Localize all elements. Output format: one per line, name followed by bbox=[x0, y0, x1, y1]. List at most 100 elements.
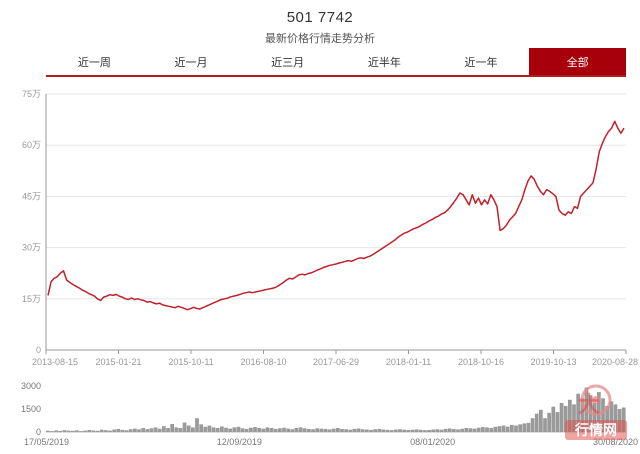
tab-one-year[interactable]: 近一年 bbox=[464, 56, 498, 69]
volume-bar bbox=[481, 427, 485, 432]
volume-bar bbox=[207, 425, 212, 432]
volume-bar bbox=[215, 428, 220, 432]
volume-bar bbox=[563, 405, 568, 432]
volume-bar bbox=[518, 424, 523, 432]
volume-bar bbox=[505, 426, 510, 432]
volume-bar bbox=[282, 427, 286, 432]
price-line-chart: 0 15万 30万 45万 60万 75万 2013-08-15 2015-01-21 2015… bbox=[22, 89, 638, 367]
daxinqing-logo-icon: 大 行情网 bbox=[565, 384, 627, 440]
volume-bar bbox=[365, 429, 369, 432]
volume-bar bbox=[402, 429, 407, 432]
tab-one-month[interactable]: 近一月 bbox=[174, 56, 208, 69]
volume-bar bbox=[406, 430, 411, 432]
volume-bar bbox=[472, 428, 477, 432]
x-tick-label: 2017-06-29 bbox=[313, 357, 359, 367]
tab-all[interactable]: 全部 bbox=[529, 48, 627, 75]
volume-bar bbox=[501, 425, 506, 432]
volume-bar bbox=[340, 428, 344, 432]
volume-bar bbox=[133, 428, 137, 432]
volume-bar bbox=[621, 407, 626, 432]
range-tabs: 近一周 近一月 近三月 近半年 近一年 全部 bbox=[46, 48, 627, 77]
volume-bar bbox=[307, 428, 311, 432]
volume-bar bbox=[601, 398, 605, 432]
volume-bar bbox=[344, 429, 349, 432]
volume-bar bbox=[568, 399, 572, 432]
volume-bar bbox=[576, 393, 581, 432]
volume-bar bbox=[83, 430, 88, 432]
volume-bar bbox=[551, 406, 556, 432]
page-subtitle: 最新价格行情走势分析 bbox=[265, 33, 375, 45]
volume-bar bbox=[211, 427, 216, 432]
volume-bar bbox=[464, 428, 469, 432]
volume-bar bbox=[278, 428, 282, 432]
volume-bar bbox=[236, 426, 241, 432]
volume-bar bbox=[522, 423, 527, 432]
volume-bar bbox=[58, 430, 63, 432]
volume-bar bbox=[99, 429, 104, 432]
volume-bar bbox=[539, 409, 543, 432]
volume-bar bbox=[182, 422, 187, 432]
vol-y-tick-label: 0 bbox=[36, 427, 41, 437]
volume-bar bbox=[530, 418, 535, 432]
volume-bar bbox=[493, 426, 498, 432]
tab-half-year[interactable]: 近半年 bbox=[367, 56, 401, 69]
volume-bar bbox=[423, 430, 427, 432]
volume-bar bbox=[95, 430, 100, 432]
volume-bar bbox=[414, 429, 419, 432]
volume-bar bbox=[435, 429, 440, 432]
volume-bar bbox=[389, 430, 394, 432]
volume-bar bbox=[240, 428, 245, 432]
price-series-line bbox=[47, 120, 625, 311]
volume-bar bbox=[265, 427, 270, 432]
volume-bar bbox=[112, 429, 117, 432]
volume-bar bbox=[116, 428, 121, 432]
volume-bar bbox=[46, 430, 50, 432]
volume-bar bbox=[120, 429, 125, 432]
volume-bar bbox=[439, 429, 444, 432]
volume-bar bbox=[170, 424, 175, 432]
tab-one-week[interactable]: 近一周 bbox=[77, 56, 111, 69]
volume-bar bbox=[377, 428, 382, 432]
volume-bar bbox=[137, 429, 141, 432]
volume-bar bbox=[360, 429, 365, 432]
volume-bar bbox=[547, 412, 552, 432]
volume-bar bbox=[186, 425, 191, 432]
volume-bar bbox=[178, 428, 183, 432]
volume-bar bbox=[559, 402, 564, 432]
y-tick-label: 15万 bbox=[22, 294, 41, 304]
x-tick-label: 2013-08-15 bbox=[32, 357, 78, 367]
volume-bar bbox=[269, 428, 274, 432]
page-title: 501 7742 bbox=[286, 9, 354, 26]
volume-bar bbox=[381, 429, 386, 432]
volume-bar bbox=[352, 428, 357, 432]
x-tick-label: 2016-08-10 bbox=[240, 357, 286, 367]
volume-bar bbox=[555, 412, 560, 432]
volume-bar bbox=[476, 427, 481, 432]
volume-bar bbox=[79, 431, 83, 432]
volume-bar bbox=[323, 428, 328, 432]
volume-bar bbox=[431, 429, 436, 432]
volume-bar bbox=[273, 428, 278, 432]
x-tick-label: 2015-10-11 bbox=[168, 357, 213, 367]
volume-bar bbox=[526, 422, 531, 432]
volume-bar bbox=[153, 427, 158, 432]
volume-bar bbox=[443, 428, 448, 432]
volume-bar bbox=[369, 429, 373, 432]
volume-bar bbox=[253, 427, 257, 432]
volume-bar bbox=[228, 428, 233, 432]
vol-x-tick-label: 08/01/2020 bbox=[410, 437, 455, 447]
volume-bar bbox=[580, 398, 585, 432]
volume-bar bbox=[336, 428, 340, 432]
volume-bar bbox=[311, 429, 315, 432]
volume-bar bbox=[191, 427, 195, 432]
volume-bar bbox=[468, 428, 473, 432]
volume-bar bbox=[410, 429, 415, 432]
volume-bar bbox=[257, 428, 262, 432]
vol-x-tick-label: 12/09/2019 bbox=[217, 437, 262, 447]
vol-y-tick-label: 1500 bbox=[21, 404, 41, 414]
volume-bar bbox=[394, 429, 398, 432]
y-tick-label: 30万 bbox=[22, 243, 41, 253]
tab-three-months[interactable]: 近三月 bbox=[271, 56, 305, 69]
volume-bar bbox=[302, 428, 307, 432]
volume-bar bbox=[489, 428, 494, 432]
